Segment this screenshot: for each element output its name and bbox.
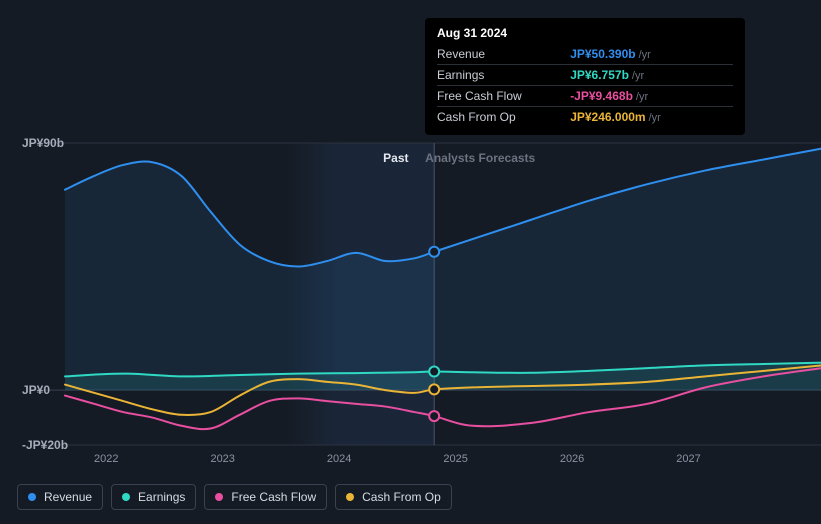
legend-swatch [215, 493, 223, 501]
tooltip-table: RevenueJP¥50.390b/yrEarningsJP¥6.757b/yr… [437, 44, 733, 127]
tooltip-row-value: JP¥6.757b/yr [570, 65, 733, 86]
cfo-marker[interactable] [429, 384, 439, 394]
tooltip-row: RevenueJP¥50.390b/yr [437, 44, 733, 65]
tooltip-row-label: Revenue [437, 44, 570, 65]
tooltip-date: Aug 31 2024 [437, 26, 733, 44]
legend-item-revenue[interactable]: Revenue [17, 484, 103, 510]
forecast-section-label: Analysts Forecasts [425, 151, 535, 165]
earnings-marker[interactable] [429, 367, 439, 377]
tooltip-row-value: JP¥50.390b/yr [570, 44, 733, 65]
tooltip-row-value: JP¥246.000m/yr [570, 107, 733, 128]
tooltip-row-label: Earnings [437, 65, 570, 86]
tooltip-row: Free Cash Flow-JP¥9.468b/yr [437, 86, 733, 107]
tooltip-row: EarningsJP¥6.757b/yr [437, 65, 733, 86]
y-axis-tick-label: -JP¥20b [22, 438, 68, 452]
x-axis-tick-label: 2022 [94, 453, 118, 465]
legend-label: Earnings [138, 490, 185, 504]
tooltip-row-value: -JP¥9.468b/yr [570, 86, 733, 107]
legend-item-earnings[interactable]: Earnings [111, 484, 196, 510]
legend-label: Cash From Op [362, 490, 441, 504]
legend-swatch [28, 493, 36, 501]
y-axis-tick-label: JP¥0 [22, 383, 50, 397]
legend-label: Free Cash Flow [231, 490, 316, 504]
legend-label: Revenue [44, 490, 92, 504]
revenue-area [65, 148, 821, 390]
legend-swatch [122, 493, 130, 501]
legend-swatch [346, 493, 354, 501]
tooltip-row: Cash From OpJP¥246.000m/yr [437, 107, 733, 128]
x-axis-tick-label: 2024 [327, 453, 351, 465]
chart-tooltip: Aug 31 2024 RevenueJP¥50.390b/yrEarnings… [425, 18, 745, 135]
chart-legend: Revenue Earnings Free Cash Flow Cash From O… [17, 484, 452, 510]
fcf-marker[interactable] [429, 411, 439, 421]
tooltip-row-label: Free Cash Flow [437, 86, 570, 107]
tooltip-row-label: Cash From Op [437, 107, 570, 128]
x-axis-tick-label: 2025 [443, 453, 467, 465]
revenue-marker[interactable] [429, 247, 439, 257]
x-axis-tick-label: 2027 [676, 453, 700, 465]
y-axis-tick-label: JP¥90b [22, 136, 64, 150]
legend-item-fcf[interactable]: Free Cash Flow [204, 484, 327, 510]
x-axis-tick-label: 2026 [560, 453, 584, 465]
x-axis-tick-label: 2023 [210, 453, 234, 465]
past-section-label: Past [383, 151, 408, 165]
legend-item-cfo[interactable]: Cash From Op [335, 484, 452, 510]
